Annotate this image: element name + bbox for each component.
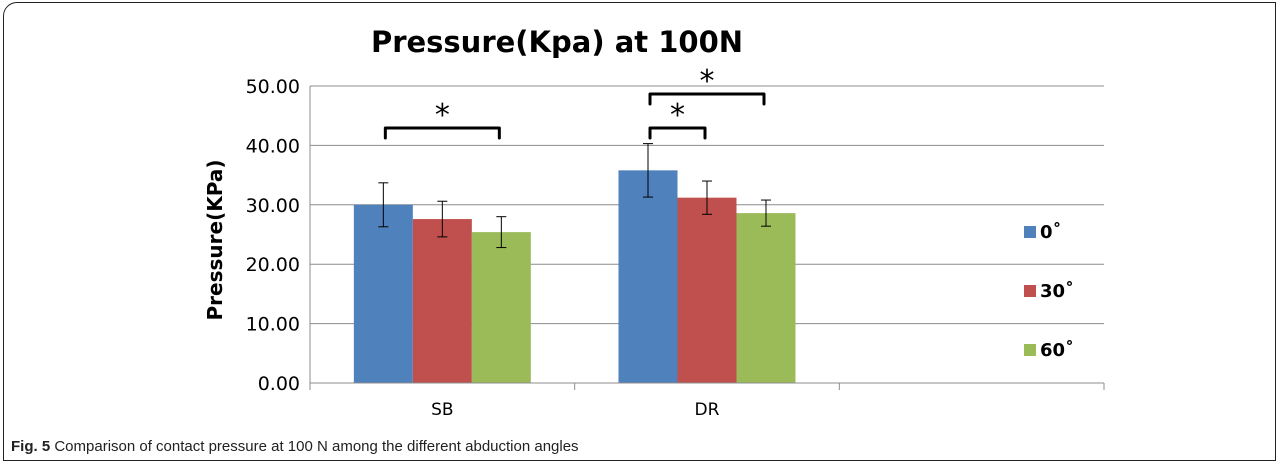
bar (736, 213, 796, 383)
legend-swatch (1024, 226, 1036, 238)
caption-text: Comparison of contact pressure at 100 N … (54, 438, 579, 455)
bars (353, 170, 796, 383)
y-tick-label: 50.00 (246, 76, 300, 98)
figure-caption: Fig. 5 Comparison of contact pressure at… (11, 438, 579, 455)
significance-brackets: * * * (383, 64, 766, 140)
y-tick-label: 20.00 (246, 254, 300, 276)
significance-bracket (648, 126, 707, 140)
figure-frame (3, 2, 1276, 461)
significance-bracket (383, 126, 501, 140)
bar (677, 197, 737, 383)
legend-label: 30˚ (1040, 280, 1074, 302)
legend-swatch (1024, 285, 1036, 297)
legend-label: 60˚ (1040, 339, 1074, 361)
bar (618, 170, 678, 383)
significance-label: * (700, 64, 715, 99)
bar (353, 204, 413, 383)
significance-label: * (435, 98, 450, 133)
legend-label: 0˚ (1040, 221, 1062, 243)
y-tick-label: 0.00 (258, 373, 300, 395)
x-tick-label: DR (695, 400, 720, 420)
y-tick-label: 10.00 (246, 314, 300, 336)
bar (471, 232, 531, 383)
error-bars (378, 143, 771, 249)
chart-title: Pressure(Kpa) at 100N (371, 25, 743, 59)
y-tick-label: 30.00 (246, 195, 300, 217)
significance-bracket (648, 92, 766, 106)
y-tick-label: 40.00 (246, 135, 300, 157)
bar (412, 219, 472, 383)
caption-label: Fig. 5 (11, 438, 51, 455)
significance-label: * (670, 98, 685, 133)
x-axis: SB DR (309, 86, 1105, 420)
legend: 0˚ 30˚ 60˚ (1024, 221, 1074, 361)
y-tick-labels: 0.00 10.00 20.00 30.00 40.00 50.00 (246, 76, 300, 395)
y-axis-label: Pressure(KPa) (203, 160, 227, 321)
bar-chart: Pressure(Kpa) at 100N 0.00 10.00 20.00 30.0… (203, 25, 1105, 420)
x-tick-label: SB (431, 400, 453, 420)
legend-swatch (1024, 344, 1036, 356)
